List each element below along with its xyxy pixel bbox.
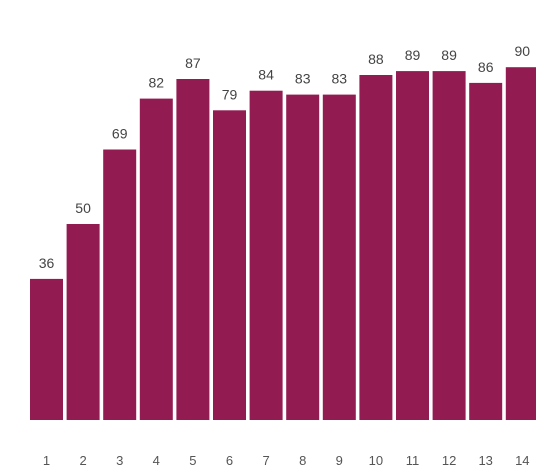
bars-layer	[30, 67, 536, 421]
x-tick-label-5: 5	[189, 453, 196, 467]
x-tick-label-7: 7	[262, 453, 269, 467]
bar-5	[176, 79, 210, 420]
bar-11	[396, 71, 429, 420]
data-label-13: 86	[478, 59, 494, 75]
x-axis-tick-labels: 1 2 3 4 5 6 7 8 9 10 11 12 13 14	[43, 453, 530, 467]
x-tick-label-3: 3	[116, 453, 123, 467]
x-tick-label-10: 10	[369, 453, 383, 467]
bar-10	[359, 75, 393, 420]
bar-7	[249, 90, 283, 420]
bar-12	[432, 71, 466, 420]
data-label-14: 90	[515, 43, 531, 59]
x-tick-label-2: 2	[79, 453, 86, 467]
data-label-3: 69	[112, 126, 128, 142]
x-tick-label-4: 4	[153, 453, 160, 467]
data-labels-layer: 36 50 69 82 87 79 84 83 83 88 89 89 86 90	[39, 43, 531, 271]
x-tick-label-13: 13	[478, 453, 492, 467]
x-tick-label-1: 1	[43, 453, 50, 467]
data-label-9: 83	[332, 71, 348, 87]
bar-13	[469, 82, 503, 421]
data-label-2: 50	[75, 200, 91, 216]
data-label-6: 79	[222, 86, 238, 102]
data-label-10: 88	[368, 51, 384, 67]
bar-6	[213, 110, 246, 421]
bar-1	[30, 278, 63, 420]
x-tick-label-9: 9	[336, 453, 343, 467]
data-label-11: 89	[405, 47, 421, 63]
data-label-7: 84	[258, 67, 274, 83]
bar-2	[66, 224, 100, 420]
x-tick-label-12: 12	[442, 453, 456, 467]
x-tick-label-11: 11	[406, 453, 420, 467]
data-label-8: 83	[295, 71, 311, 87]
bar-9	[322, 94, 356, 420]
bar-8	[286, 94, 320, 420]
x-tick-label-8: 8	[299, 453, 306, 467]
data-label-12: 89	[441, 47, 457, 63]
data-label-5: 87	[185, 55, 201, 71]
bar-3	[103, 149, 137, 420]
x-tick-label-14: 14	[515, 453, 529, 467]
x-tick-label-6: 6	[226, 453, 233, 467]
data-label-4: 82	[149, 75, 165, 91]
data-label-1: 36	[39, 255, 55, 271]
bar-4	[139, 98, 173, 420]
bar-14	[505, 67, 536, 420]
